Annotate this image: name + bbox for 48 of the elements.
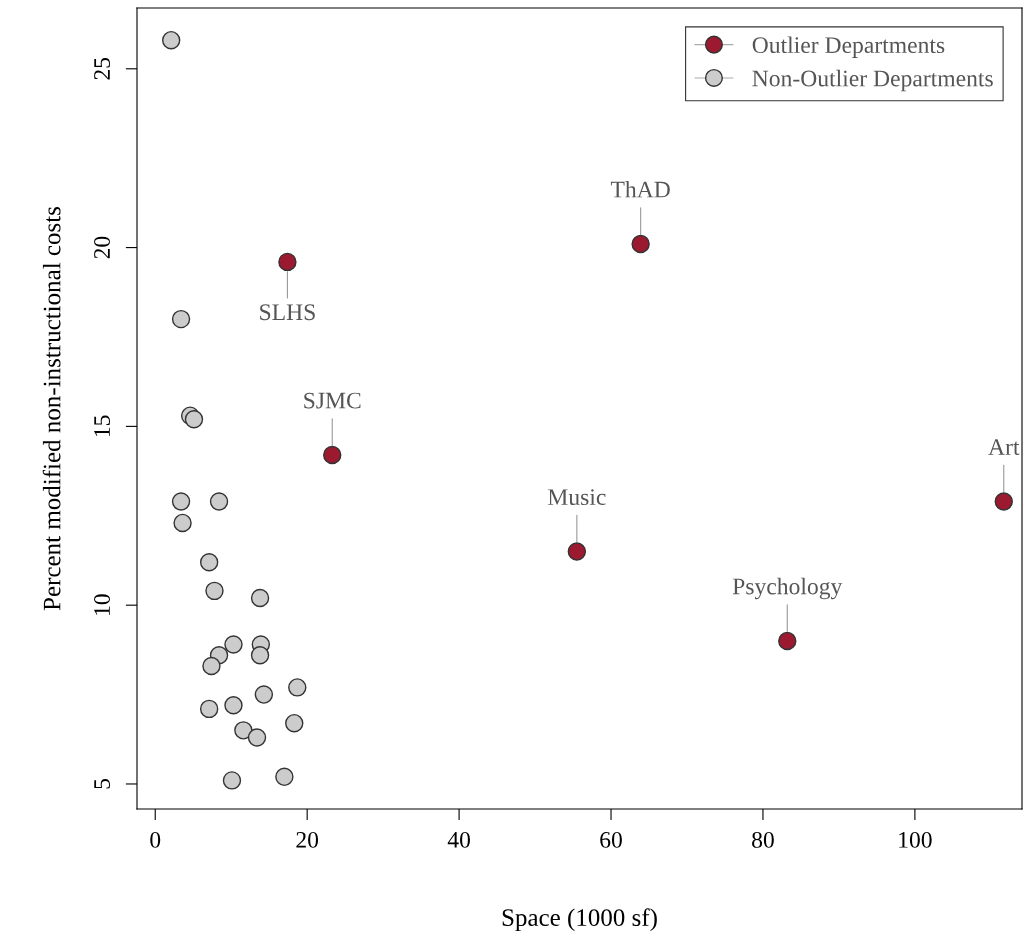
annotation: Music (548, 489, 606, 506)
x-tick-label: 0 (150, 831, 161, 848)
point (205, 581, 224, 601)
point (285, 713, 304, 733)
point (222, 771, 242, 790)
point (171, 309, 191, 329)
y-tick-label: 15 (94, 415, 110, 437)
point (567, 542, 587, 561)
y-tick-label: 5 (94, 778, 110, 789)
point (199, 553, 219, 572)
point (171, 492, 191, 511)
point (184, 410, 204, 429)
point (250, 588, 270, 608)
x-tick-label: 100 (899, 831, 932, 848)
point (224, 696, 243, 715)
point (288, 678, 307, 697)
point (778, 631, 797, 651)
point (202, 656, 221, 676)
y-tick-label: 20 (94, 236, 110, 259)
x-tick-label: 80 (752, 831, 774, 848)
point (323, 445, 342, 465)
point (199, 699, 219, 719)
y-axis-title: Percent modified non-instructional costs (42, 207, 61, 611)
point (209, 492, 229, 511)
point (224, 635, 243, 654)
legend-label: Outlier Departments (752, 36, 945, 58)
point (278, 252, 297, 272)
point (173, 513, 192, 533)
point (234, 721, 253, 740)
y-tick-label: 10 (94, 594, 110, 615)
legend-label: Non-Outlier Departments (752, 69, 993, 92)
point (247, 728, 267, 747)
point (275, 767, 294, 787)
point (254, 685, 274, 704)
x-axis-title: Space (1000 sf) (502, 908, 657, 932)
x-tick-label: 60 (600, 831, 622, 848)
point (994, 492, 1013, 511)
point (250, 646, 270, 665)
annotation: ThAD (610, 180, 670, 198)
y-tick-label: 25 (94, 57, 110, 80)
annotation: SJMC (304, 392, 361, 409)
point (161, 30, 181, 50)
point (631, 234, 650, 254)
x-tick-label: 20 (296, 831, 319, 848)
x-tick-label: 40 (447, 831, 470, 848)
annotation: Art (988, 439, 1020, 456)
annotation: SLHS (260, 304, 315, 321)
annotation: Psychology (732, 577, 843, 600)
